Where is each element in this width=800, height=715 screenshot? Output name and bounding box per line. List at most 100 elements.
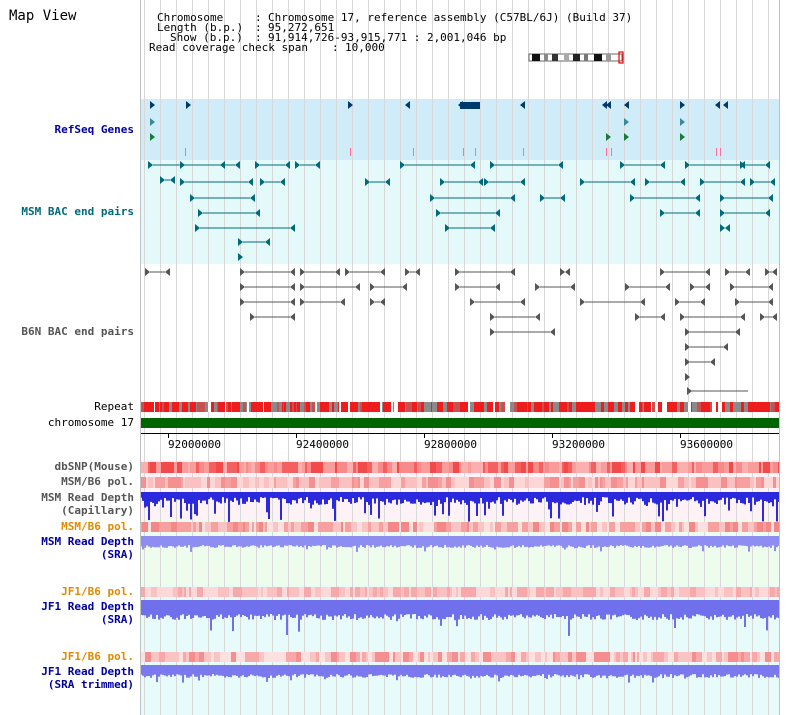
depth-bar (412, 492, 414, 504)
depth-bar (544, 536, 546, 546)
depth-bar (520, 492, 522, 501)
depth-bar (466, 600, 468, 619)
track-label-msm-bac[interactable]: MSM BAC end pairs (21, 205, 134, 218)
track-label-msm-depth-capillary[interactable]: MSM Read Depth (41, 491, 134, 504)
depth-bar (306, 536, 308, 550)
depth-bar (304, 600, 306, 615)
track-label-dbsnp[interactable]: dbSNP(Mouse) (54, 460, 134, 473)
feature-arrow (720, 209, 725, 217)
depth-bar (146, 492, 148, 507)
depth-bar (592, 665, 594, 678)
depth-bar (378, 600, 380, 619)
jf1-b6-pol-strip-2[interactable] (140, 652, 780, 662)
depth-bar (390, 492, 392, 504)
depth-bar (236, 665, 238, 676)
depth-bar (362, 536, 364, 547)
depth-bar (198, 536, 200, 547)
depth-bar (256, 492, 258, 502)
depth-bar (154, 600, 156, 619)
depth-bar (336, 492, 338, 501)
track-label-jf1-b6-pol[interactable]: JF1/B6 pol. (61, 585, 134, 598)
feature-arrow (385, 178, 390, 186)
jf1-b6-pol-strip[interactable] (140, 587, 780, 597)
depth-bar (680, 665, 682, 675)
depth-bar (592, 492, 594, 505)
grid-line (736, 0, 737, 715)
depth-bar (152, 600, 154, 619)
depth-bar (684, 665, 686, 679)
depth-bar (402, 492, 404, 504)
feature-arrow (765, 161, 770, 169)
info-sep: : (255, 11, 262, 24)
track-label-msm-b6-pol[interactable]: MSM/B6 pol. (61, 475, 134, 488)
depth-bar (150, 665, 152, 678)
depth-bar (308, 536, 310, 546)
depth-bar (668, 536, 670, 547)
depth-bar (432, 492, 434, 502)
depth-bar (572, 536, 574, 547)
depth-bar (508, 600, 510, 615)
depth-bar (182, 536, 184, 547)
chromosome-bar (140, 418, 780, 428)
gene-marker (185, 148, 186, 156)
depth-bar (286, 492, 288, 504)
feature-arrow (745, 268, 750, 276)
depth-bar (414, 665, 416, 677)
depth-bar (536, 536, 538, 547)
depth-bar (626, 665, 628, 675)
depth-bar (716, 600, 718, 618)
grid-line (336, 0, 337, 715)
track-label-jf1-b6-pol-2[interactable]: JF1/B6 pol. (61, 650, 134, 663)
info-sep: : (255, 31, 262, 44)
read-depth-histograms[interactable] (140, 488, 780, 688)
depth-bar (718, 536, 720, 548)
depth-bar (546, 665, 548, 679)
depth-bar (772, 665, 774, 678)
depth-bar (378, 492, 380, 519)
depth-bar (422, 492, 424, 503)
depth-bar (418, 665, 420, 678)
feature-arrow (295, 161, 300, 169)
depth-bar (424, 536, 426, 552)
depth-bar (288, 600, 290, 615)
track-label-msm-depth-sra[interactable]: MSM Read Depth (41, 535, 134, 548)
depth-bar (744, 536, 746, 546)
depth-bar (634, 665, 636, 678)
track-label-msm-b6-pol-2[interactable]: MSM/B6 pol. (61, 520, 134, 533)
dbsnp-density-strip[interactable] (140, 462, 780, 473)
depth-bar (314, 492, 316, 501)
depth-bar (418, 600, 420, 616)
feature-glyphs[interactable] (140, 95, 780, 400)
depth-bar (672, 665, 674, 678)
depth-bar (180, 536, 182, 547)
feature-arrow (455, 283, 460, 291)
depth-bar (364, 492, 366, 514)
depth-bar (738, 600, 740, 617)
depth-bar (458, 536, 460, 547)
feature-arrow (602, 101, 607, 109)
depth-bar (394, 600, 396, 615)
depth-bar (210, 665, 212, 677)
depth-bar (318, 492, 320, 505)
depth-bar (408, 536, 410, 546)
depth-bar (770, 492, 772, 503)
track-label-jf1-depth-sra[interactable]: JF1 Read Depth (41, 600, 134, 613)
track-label-refseq[interactable]: RefSeq Genes (54, 123, 134, 136)
repeat-track[interactable] (140, 402, 780, 412)
track-label-b6n-bac[interactable]: B6N BAC end pairs (21, 325, 134, 338)
depth-bar (626, 492, 628, 503)
depth-bar (268, 492, 270, 519)
msm-b6-pol-strip[interactable] (140, 477, 780, 488)
chromosome-ideogram-icon[interactable] (528, 51, 626, 65)
depth-bar (536, 492, 538, 500)
depth-bar (384, 665, 386, 676)
info-length-label: Length (b.p.) (157, 21, 244, 34)
feature-arrow (145, 268, 150, 276)
depth-bar (250, 600, 252, 615)
depth-bar (442, 665, 444, 677)
track-label-jf1-depth-trim[interactable]: JF1 Read Depth (41, 665, 134, 678)
depth-bar (374, 536, 376, 548)
msm-b6-pol-strip-2[interactable] (140, 522, 780, 532)
depth-bar (726, 536, 728, 546)
depth-bar (500, 665, 502, 678)
